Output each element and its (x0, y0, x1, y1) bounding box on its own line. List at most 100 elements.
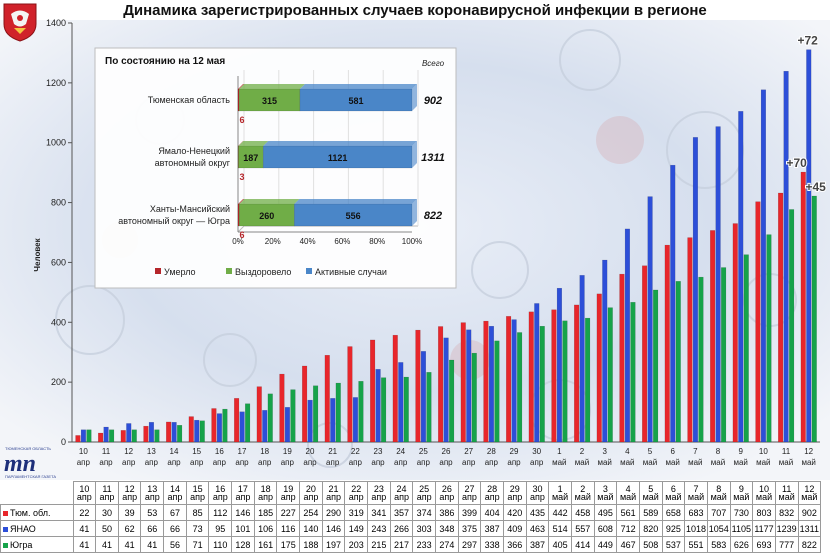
table-row: ЯНАО 41 50 62 66 66 73 95 101 106 116 140 146 149 243 2… (0, 520, 822, 537)
x-tick-day: 10 (79, 447, 88, 456)
table-cell: 338 (480, 536, 504, 553)
svg-text:ТЮМЕНСКАЯ ОБЛАСТЬ: ТЮМЕНСКАЯ ОБЛАСТЬ (5, 446, 51, 451)
inset-bar-side (412, 199, 417, 226)
table-header-day: 7 (693, 484, 699, 494)
table-header-month: май (665, 492, 682, 502)
inset-segment-value: 1121 (328, 153, 348, 163)
table-cell: 1177 (752, 520, 776, 537)
bar-tyumen (642, 265, 648, 443)
table-cell: 583 (706, 536, 731, 553)
x-tick-day: 12 (804, 447, 813, 456)
x-tick-month: май (756, 458, 770, 467)
table-corner (1, 482, 74, 505)
bar-yanao (239, 411, 245, 443)
table-cell: 374 (412, 504, 436, 521)
x-tick-day: 23 (374, 447, 383, 456)
table-cell: 495 (593, 504, 618, 521)
x-tick-day: 11 (102, 447, 111, 456)
bar-tyumen (415, 329, 421, 443)
table-cell: 777 (774, 536, 799, 553)
bar-tyumen (347, 346, 353, 443)
table-header-month: апр (348, 492, 364, 502)
x-tick-day: 6 (670, 447, 675, 456)
bar-yanao (488, 325, 494, 443)
table-header-cell: 12 май (797, 481, 822, 505)
inset-legend-label: Активные случаи (315, 267, 387, 277)
bar-yugra (335, 382, 341, 443)
bar-tyumen (800, 171, 806, 443)
table-header-month: май (733, 492, 750, 502)
inset-x-tick-label: 0% (232, 237, 244, 246)
inset-segment-value: 260 (259, 211, 274, 221)
series-swatch (3, 542, 8, 548)
x-tick-day: 9 (738, 447, 743, 456)
table-header-cell: 24 апр (389, 481, 414, 505)
table-header-month: апр (280, 492, 296, 502)
table-cell: 110 (208, 536, 233, 553)
table-cell: 297 (457, 536, 482, 553)
inset-segment-top (238, 84, 245, 89)
table-header-cell: 19 апр (276, 481, 301, 505)
bar-yanao (103, 426, 109, 443)
bar-tyumen (438, 326, 444, 443)
table-cell: 149 (344, 520, 369, 537)
table-cell: 1239 (774, 520, 799, 537)
inset-legend-label: Выздоровело (235, 267, 291, 277)
x-tick-month: апр (462, 458, 476, 467)
table-cell: 53 (140, 504, 165, 521)
bar-tyumen (755, 201, 761, 443)
inset-total-value: 902 (424, 95, 442, 107)
table-cell: 707 (706, 504, 731, 521)
table-header-cell: 11 апр (95, 481, 119, 505)
x-tick-month: апр (349, 458, 363, 467)
table-header-month: апр (326, 492, 341, 502)
table-header-month: май (551, 492, 569, 502)
inset-died-value: 6 (239, 230, 244, 240)
x-tick-day: 17 (238, 447, 247, 456)
inset-segment-value: 315 (262, 96, 277, 106)
table-cell: 203 (344, 536, 369, 553)
inset-legend-swatch (306, 268, 312, 274)
inset-segment-top (238, 141, 244, 146)
svg-text:ПАРЛАМЕНТСКАЯ ГАЗЕТА: ПАРЛАМЕНТСКАЯ ГАЗЕТА (5, 474, 56, 479)
coat-of-arms-icon (3, 3, 37, 42)
bar-yugra (426, 372, 432, 443)
x-tick-day: 1 (557, 447, 562, 456)
x-tick-month: апр (77, 458, 91, 467)
x-tick-month: апр (213, 458, 227, 467)
table-cell: 803 (752, 504, 776, 521)
table-header-day: 29 (509, 484, 520, 494)
table-header-month: апр (462, 492, 477, 502)
y-tick-label: 1400 (46, 18, 66, 28)
bar-yugra (789, 209, 795, 443)
table-header-cell: 3 май (593, 481, 618, 505)
table-cell: 197 (321, 536, 346, 553)
chart-title: Динамика зарегистрированных случаев коро… (123, 2, 707, 19)
series-swatch (3, 510, 8, 516)
table-cell: 146 (321, 520, 346, 537)
inset-segment-value: 556 (346, 211, 361, 221)
row-label-text: ЯНАО (10, 523, 36, 534)
inset-segment-value: 581 (348, 96, 363, 106)
bar-yanao (375, 369, 381, 443)
inset-legend-label: Умерло (164, 267, 196, 277)
bar-yanao (806, 49, 812, 443)
x-tick-day: 25 (419, 447, 428, 456)
x-tick-day: 11 (782, 447, 791, 456)
table-cell: 693 (752, 536, 776, 553)
bar-yanao (443, 337, 449, 443)
table-header-cell: 26 апр (435, 481, 459, 505)
table-header-cell: 15 апр (185, 481, 210, 505)
bar-yugra (562, 320, 568, 443)
inset-segment-top (294, 199, 417, 204)
table-header-day: 9 (738, 484, 744, 494)
table-cell: 215 (367, 536, 391, 553)
bar-yugra (766, 234, 772, 443)
table-header-day: 28 (487, 484, 498, 494)
table-cell: 41 (72, 536, 97, 553)
bar-yugra (403, 376, 409, 443)
x-tick-month: апр (326, 458, 340, 467)
bar-tyumen (279, 373, 285, 443)
bar-yanao (647, 196, 653, 443)
